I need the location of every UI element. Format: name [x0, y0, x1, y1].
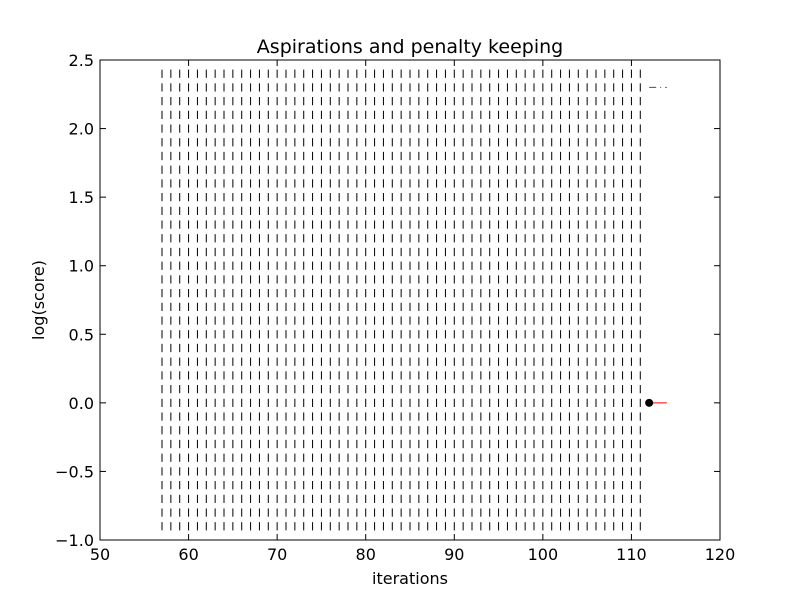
- y-tick-label: −0.5: [55, 462, 94, 481]
- data-marks: [161, 69, 667, 541]
- x-tick-label: 100: [528, 545, 559, 564]
- axis-ticks: 50 60 70 80 90 100 110 120 −1.0 −0.5 0.0 0.5 1.0 1.5 2…: [55, 51, 735, 564]
- data-point: [645, 398, 654, 407]
- y-axis-label: log(score): [29, 260, 48, 340]
- y-tick-label: 0.5: [69, 325, 94, 344]
- chart-title: Aspirations and penalty keeping: [257, 36, 563, 58]
- x-tick-label: 120: [705, 545, 736, 564]
- x-tick-label: 70: [267, 545, 287, 564]
- x-tick-label: 50: [90, 545, 110, 564]
- y-tick-label: 0.0: [69, 394, 94, 413]
- y-tick-label: 1.5: [69, 188, 94, 207]
- y-tick-label: 1.0: [69, 257, 94, 276]
- y-tick-label: 2.5: [69, 51, 94, 70]
- plot-frame: [99, 59, 721, 541]
- x-tick-label: 110: [616, 545, 647, 564]
- y-tick-label: 2.0: [69, 120, 94, 139]
- y-tick-label: −1.0: [55, 531, 94, 550]
- x-tick-label: 60: [178, 545, 198, 564]
- x-axis-label: iterations: [372, 569, 448, 588]
- x-tick-label: 80: [356, 545, 376, 564]
- x-tick-label: 90: [444, 545, 464, 564]
